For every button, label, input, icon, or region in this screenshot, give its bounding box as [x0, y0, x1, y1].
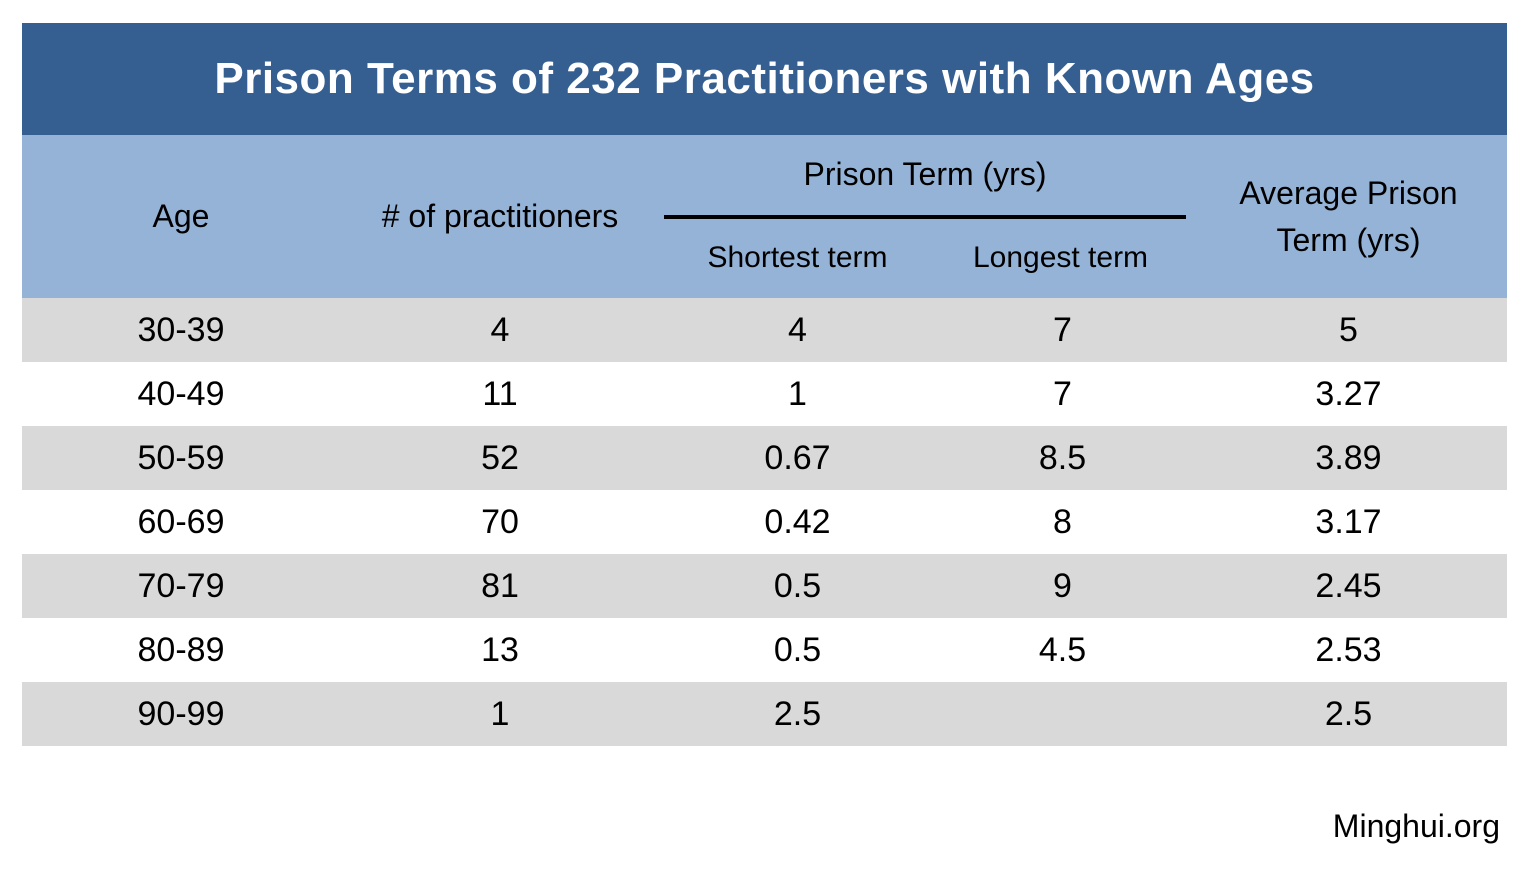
cell-age: 90-99 — [137, 694, 225, 733]
cell-shortest: 2.5 — [773, 694, 822, 733]
header-average-line2: Term (yrs) — [1276, 221, 1421, 258]
data-table: Prison Terms of 232 Practitioners with K… — [22, 23, 1507, 746]
cell-longest: 8 — [1053, 502, 1072, 541]
cell-average: 2.5 — [1324, 694, 1373, 733]
cell-longest: 7 — [1053, 374, 1072, 413]
header-cell-practitioners: # of practitioners — [381, 198, 619, 234]
cell-age: 40-49 — [137, 374, 225, 413]
table-row: 60-69 70 0.42 8 3.17 — [22, 490, 1507, 554]
cell-age: 50-59 — [137, 438, 225, 477]
cell-shortest: 0.42 — [764, 502, 831, 541]
cell-age: 80-89 — [137, 630, 225, 669]
cell-age: 70-79 — [137, 566, 225, 605]
cell-count: 13 — [481, 630, 519, 669]
cell-count: 4 — [490, 310, 510, 349]
cell-count: 52 — [481, 438, 519, 477]
header-average-line1: Average Prison — [1239, 175, 1458, 212]
title-bar: Prison Terms of 232 Practitioners with K… — [22, 23, 1507, 135]
cell-count: 70 — [481, 502, 519, 541]
table-row: 40-49 11 1 7 3.27 — [22, 362, 1507, 426]
cell-shortest: 4 — [788, 310, 807, 349]
cell-average: 3.17 — [1315, 502, 1382, 541]
cell-average: 2.53 — [1315, 630, 1382, 669]
cell-shortest: 1 — [788, 374, 807, 413]
cell-longest: 8.5 — [1038, 438, 1087, 477]
cell-longest: 4.5 — [1038, 630, 1087, 669]
cell-longest: 9 — [1053, 566, 1072, 605]
cell-shortest: 0.5 — [773, 566, 822, 605]
cell-average: 5 — [1339, 310, 1358, 349]
table-row: 30-39 4 4 7 5 — [22, 298, 1507, 362]
table-row: 70-79 81 0.5 9 2.45 — [22, 554, 1507, 618]
table-title: Prison Terms of 232 Practitioners with K… — [214, 54, 1315, 103]
table-row: 90-99 1 2.5 2.5 — [22, 682, 1507, 746]
cell-count: 11 — [482, 374, 518, 413]
double-rule — [664, 214, 1186, 219]
sub-labels: Shortest term Longest term — [660, 219, 1190, 299]
cell-shortest: 0.67 — [764, 438, 831, 477]
cell-count: 81 — [481, 566, 519, 605]
header-group-prison-term: Prison Term (yrs) Shortest term Longest … — [660, 135, 1190, 298]
header-cell-age: Age — [152, 198, 210, 234]
header-cell-longest: Longest term — [972, 241, 1149, 275]
group-label: Prison Term (yrs) — [803, 156, 1047, 193]
table-row: 50-59 52 0.67 8.5 3.89 — [22, 426, 1507, 490]
cell-longest: 7 — [1053, 310, 1072, 349]
table-row: 80-89 13 0.5 4.5 2.53 — [22, 618, 1507, 682]
header-cell-shortest: Shortest term — [707, 241, 888, 275]
cell-average: 3.89 — [1315, 438, 1382, 477]
source-attribution: Minghui.org — [1332, 808, 1500, 844]
header-cell-average-lines: Average Prison Term (yrs) — [1239, 170, 1457, 263]
cell-age: 30-39 — [137, 310, 225, 349]
cell-age: 60-69 — [137, 502, 225, 541]
cell-count: 1 — [490, 694, 510, 733]
cell-average: 3.27 — [1315, 374, 1382, 413]
cell-average: 2.45 — [1315, 566, 1382, 605]
header-row: Age # of practitioners Prison Term (yrs)… — [22, 135, 1507, 298]
header-cell-average: Average Prison Term (yrs) — [1190, 135, 1507, 298]
cell-shortest: 0.5 — [773, 630, 822, 669]
